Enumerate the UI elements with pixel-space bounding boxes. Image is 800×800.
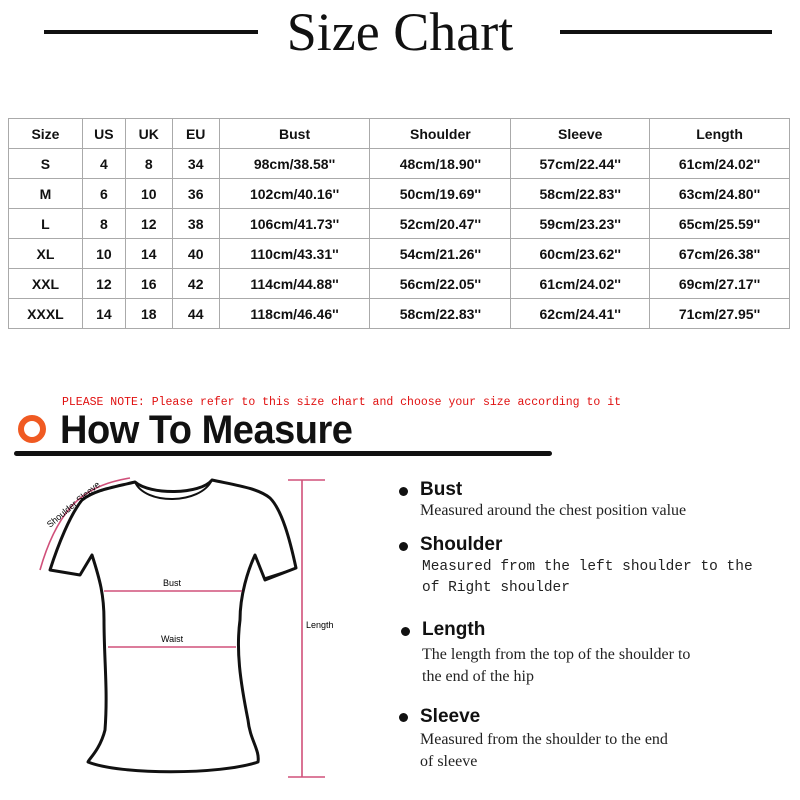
measure-name: Shoulder	[420, 534, 503, 555]
table-cell: 10	[124, 178, 173, 209]
table-cell: 61cm/24.02''	[510, 268, 651, 299]
table-cell: 61cm/24.02''	[649, 148, 790, 179]
table-cell: M	[8, 178, 83, 209]
page-title: Size Chart	[286, 2, 514, 62]
measure-desc: of sleeve	[420, 753, 478, 770]
table-cell: 62cm/24.41''	[510, 298, 651, 329]
table-cell: 38	[171, 208, 220, 239]
table-cell: XXXL	[8, 298, 83, 329]
table-row: M 6 10 36 102cm/40.16'' 50cm/19.69'' 58cm/22.8…	[8, 178, 790, 209]
column-header: UK	[124, 118, 173, 149]
table-cell: XL	[8, 238, 83, 269]
measure-desc: Measured from the shoulder to the end	[420, 731, 668, 748]
table-cell: 42	[171, 268, 220, 299]
table-cell: 58cm/22.83''	[369, 298, 512, 329]
table-cell: 118cm/46.46''	[218, 298, 371, 329]
table-cell: 54cm/21.26''	[369, 238, 512, 269]
table-row: S 4 8 34 98cm/38.58'' 48cm/18.90'' 57cm/22.44'…	[8, 148, 790, 179]
column-header: US	[81, 118, 126, 149]
table-cell: 8	[81, 208, 126, 239]
table-cell: 40	[171, 238, 220, 269]
column-header: Shoulder	[369, 118, 512, 149]
column-header: Length	[649, 118, 790, 149]
table-cell: 6	[81, 178, 126, 209]
table-cell: 18	[124, 298, 173, 329]
table-cell: XXL	[8, 268, 83, 299]
table-cell: 63cm/24.80''	[649, 178, 790, 209]
measure-desc: The length from the top of the shoulder …	[422, 646, 691, 663]
measure-desc: Measured around the chest position value	[420, 502, 687, 519]
tshirt-diagram: Shoulder Sleeve Bust Waist Length	[39, 477, 334, 778]
bullet-icon	[399, 713, 408, 722]
table-cell: 56cm/22.05''	[369, 268, 512, 299]
measure-name: Length	[422, 619, 486, 640]
bullet-icon	[401, 627, 410, 636]
measure-desc: the end of the hip	[422, 668, 534, 685]
size-table: Size US UK EU Bust Shoulder Sleeve Length S 4 8 34…	[8, 118, 790, 329]
table-cell: 67cm/26.38''	[649, 238, 790, 269]
table-cell: S	[8, 148, 83, 179]
table-cell: 50cm/19.69''	[369, 178, 512, 209]
table-cell: 4	[81, 148, 126, 179]
column-header: Size	[8, 118, 83, 149]
table-row: XXXL 14 18 44 118cm/46.46'' 58cm/22.83'' 62cm/…	[8, 298, 790, 329]
column-header: Bust	[218, 118, 371, 149]
circle-bullet-icon	[18, 415, 46, 443]
measure-name: Sleeve	[420, 706, 481, 727]
please-note: PLEASE NOTE: Please refer to this size c…	[62, 396, 621, 409]
table-cell: 110cm/43.31''	[218, 238, 371, 269]
table-cell: 52cm/20.47''	[369, 208, 512, 239]
table-header-row: Size US UK EU Bust Shoulder Sleeve Length	[8, 118, 790, 149]
measure-desc: of Right shoulder	[422, 580, 570, 596]
table-cell: 14	[81, 298, 126, 329]
table-cell: 71cm/27.95''	[649, 298, 790, 329]
table-cell: 48cm/18.90''	[369, 148, 512, 179]
bullet-icon	[399, 542, 408, 551]
measure-name: Bust	[420, 479, 463, 500]
table-cell: 34	[171, 148, 220, 179]
table-cell: 60cm/23.62''	[510, 238, 651, 269]
label-bust: Bust	[163, 578, 182, 588]
column-header: Sleeve	[510, 118, 651, 149]
label-waist: Waist	[161, 634, 184, 644]
table-cell: 65cm/25.59''	[649, 208, 790, 239]
tshirt-outline-icon	[48, 478, 298, 774]
table-cell: L	[8, 208, 83, 239]
table-row: XXL 12 16 42 114cm/44.88'' 56cm/22.05'' 61cm/2…	[8, 268, 790, 299]
column-header: EU	[171, 118, 220, 149]
table-cell: 57cm/22.44''	[510, 148, 651, 179]
table-cell: 106cm/41.73''	[218, 208, 371, 239]
table-cell: 12	[124, 208, 173, 239]
table-cell: 114cm/44.88''	[218, 268, 371, 299]
table-cell: 16	[124, 268, 173, 299]
table-cell: 44	[171, 298, 220, 329]
label-shoulder-sleeve: Shoulder Sleeve	[45, 479, 102, 529]
title-rule-right	[560, 30, 772, 34]
table-cell: 8	[124, 148, 173, 179]
table-cell: 69cm/27.17''	[649, 268, 790, 299]
table-cell: 58cm/22.83''	[510, 178, 651, 209]
table-cell: 102cm/40.16''	[218, 178, 371, 209]
title-rule-left	[44, 30, 258, 34]
table-cell: 14	[124, 238, 173, 269]
table-cell: 59cm/23.23''	[510, 208, 651, 239]
table-cell: 36	[171, 178, 220, 209]
label-length: Length	[306, 620, 334, 630]
table-row: L 8 12 38 106cm/41.73'' 52cm/20.47'' 59cm/23.2…	[8, 208, 790, 239]
table-cell: 98cm/38.58''	[218, 148, 371, 179]
shoulder-sleeve-arrow	[39, 477, 131, 571]
table-cell: 12	[81, 268, 126, 299]
measure-desc: Measured from the left shoulder to the	[422, 559, 753, 575]
table-row: XL 10 14 40 110cm/43.31'' 54cm/21.26'' 60cm/23…	[8, 238, 790, 269]
how-to-rule	[14, 451, 552, 456]
how-to-measure-title: How To Measure	[60, 408, 353, 452]
bullet-icon	[399, 487, 408, 496]
table-cell: 10	[81, 238, 126, 269]
